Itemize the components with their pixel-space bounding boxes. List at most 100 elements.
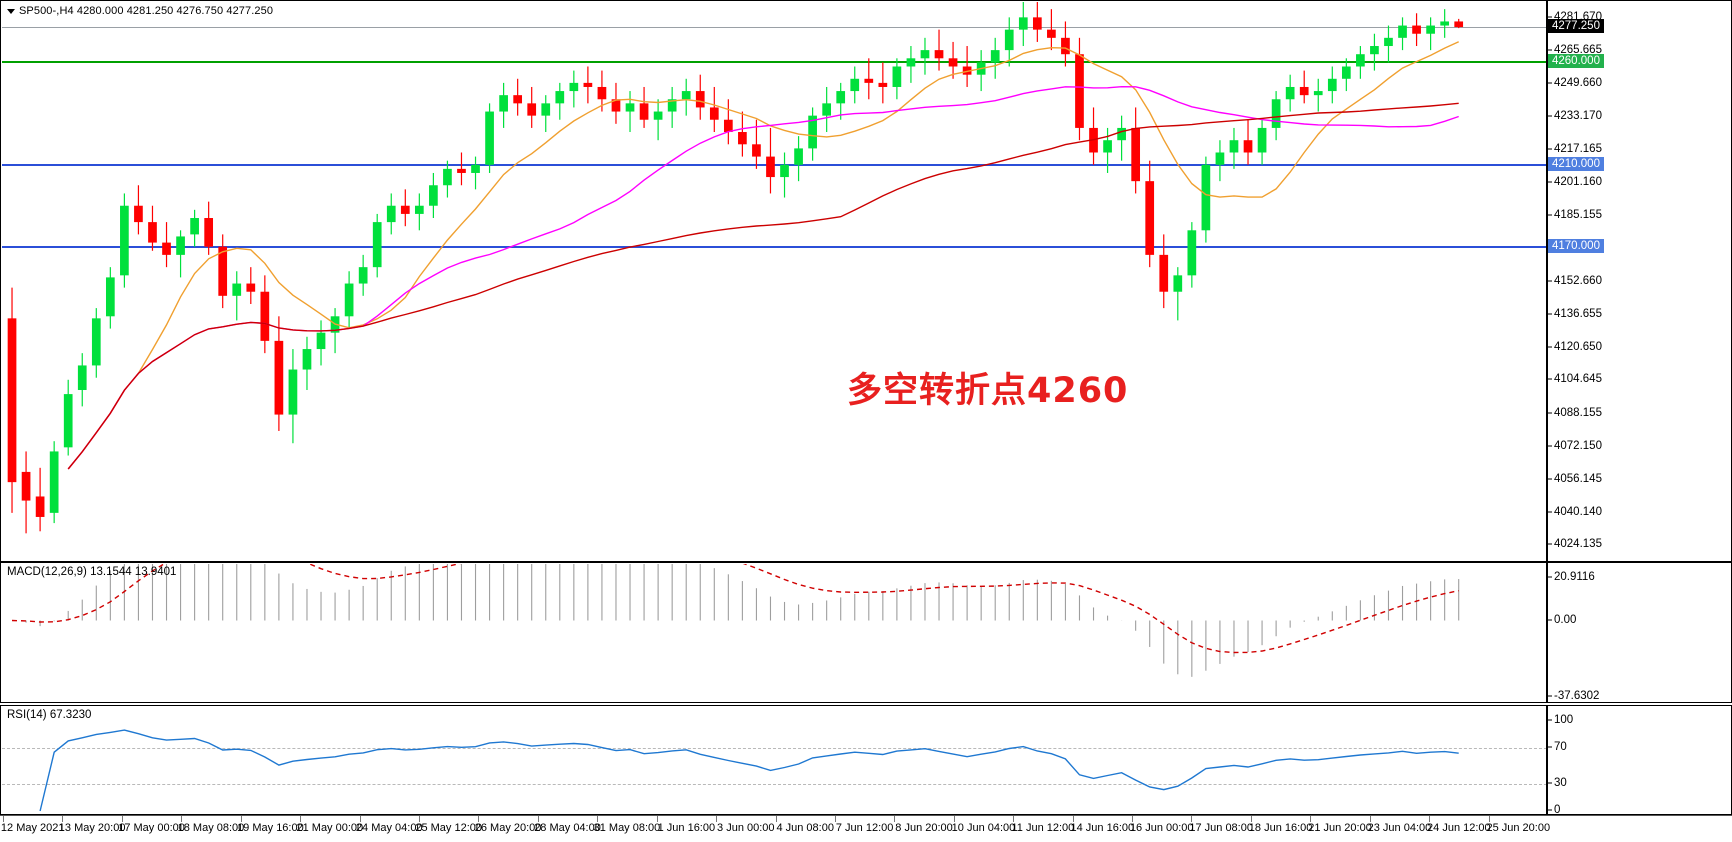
ma-red-line	[67, 102, 1459, 470]
rsi-plot-area[interactable]	[2, 707, 1547, 813]
macd-tick	[1547, 576, 1552, 578]
rsi-tick	[1547, 809, 1552, 811]
rsi-axis-line	[1546, 706, 1548, 814]
price-tag-4210-000[interactable]: 4210.000	[1548, 156, 1604, 171]
price-label: 4265.665	[1554, 43, 1602, 56]
macd-scale-label: 0.00	[1554, 613, 1577, 626]
rsi-scale[interactable]: 100 70 30 0	[1546, 706, 1731, 816]
time-separator	[1132, 816, 1134, 822]
time-separator	[121, 816, 123, 822]
macd-tick	[1547, 695, 1552, 697]
price-label: 4104.645	[1554, 373, 1602, 386]
time-separator	[656, 816, 658, 822]
time-label: 31 May 08:00	[593, 822, 661, 834]
price-label: 4056.145	[1554, 472, 1602, 485]
time-label: 25 Jun 20:00	[1486, 822, 1551, 834]
time-label: 17 May 00:00	[118, 822, 185, 834]
price-tick	[1547, 378, 1552, 380]
time-separator	[478, 816, 480, 822]
time-label: 17 Jun 08:00	[1189, 822, 1253, 834]
time-separator	[953, 816, 955, 822]
time-separator	[834, 816, 836, 822]
time-label: 21 Jun 20:00	[1308, 822, 1372, 834]
rsi-scale-label: 100	[1554, 714, 1574, 726]
price-label: 4136.655	[1554, 307, 1602, 320]
time-label: 28 May 04:00	[534, 822, 601, 834]
price-scale[interactable]: 4281.670 4265.665 4249.660 4233.170 4217.165…	[1546, 1, 1731, 561]
triangle-down-icon[interactable]	[7, 8, 15, 14]
rsi-scale-label: 0	[1554, 804, 1561, 816]
rsi-panel[interactable]: RSI(14) 67.3230 100 70 30 0	[0, 705, 1732, 816]
current-price-line	[2, 27, 1547, 29]
time-separator	[894, 816, 896, 822]
price-tick	[1547, 181, 1552, 183]
macd-label: MACD(12,26,9) 13.1544 13.9401	[7, 566, 177, 578]
macd-axis-line	[1546, 563, 1548, 702]
time-label: 18 May 08:00	[177, 822, 245, 834]
price-tick	[1547, 82, 1552, 84]
price-tick	[1547, 16, 1552, 18]
price-label: 4249.660	[1554, 76, 1602, 89]
time-separator	[1072, 816, 1074, 822]
macd-scale-label: -37.6302	[1554, 690, 1600, 702]
time-label: 16 Jun 00:00	[1129, 822, 1194, 834]
rsi-scale-label: 30	[1554, 777, 1567, 789]
rsi-band-30	[2, 784, 1547, 785]
time-label: 11 Jun 12:00	[1011, 822, 1075, 834]
time-label: 24 May 04:00	[355, 822, 423, 834]
price-label: 4072.150	[1554, 440, 1602, 453]
price-chart-panel[interactable]: SP500-,H4 4280.000 4281.250 4276.750 427…	[0, 0, 1732, 562]
price-label: 4233.170	[1554, 110, 1602, 123]
time-label: 18 Jun 16:00	[1248, 822, 1313, 834]
macd-plot-area[interactable]	[2, 564, 1547, 701]
resistance-level-4260	[2, 61, 1547, 64]
price-tag-4170-000[interactable]: 4170.000	[1548, 238, 1604, 253]
ma-magenta-line	[67, 85, 1459, 470]
time-label: 13 May 20:00	[58, 822, 126, 834]
time-separator	[1250, 816, 1252, 822]
time-separator	[1488, 816, 1490, 822]
price-tag-4277-250[interactable]: 4277.250	[1548, 19, 1604, 34]
price-tick	[1547, 214, 1552, 216]
rsi-tick	[1547, 719, 1552, 721]
time-label: 26 May 20:00	[474, 822, 542, 834]
price-plot-area[interactable]: 多空转折点4260	[2, 2, 1547, 560]
price-label: 4088.155	[1554, 407, 1602, 420]
time-label: 4 Jun 08:00	[776, 822, 834, 834]
time-separator	[716, 816, 718, 822]
moving-average-lines	[67, 41, 1459, 470]
macd-series	[11, 564, 1460, 677]
macd-scale[interactable]: 20.9116 0.00 -37.6302	[1546, 563, 1731, 702]
price-tag-4260-000[interactable]: 4260.000	[1548, 54, 1604, 69]
time-label: 3 Jun 00:00	[717, 822, 775, 834]
price-tick	[1547, 346, 1552, 348]
price-label: 4217.165	[1554, 143, 1602, 156]
price-tick	[1547, 543, 1552, 545]
chart-title-bar[interactable]: SP500-,H4 4280.000 4281.250 4276.750 427…	[7, 5, 273, 17]
time-separator	[3, 816, 4, 822]
price-tick	[1547, 115, 1552, 117]
macd-panel[interactable]: MACD(12,26,9) 13.1544 13.9401 20.9116 0.0…	[0, 562, 1732, 703]
rsi-band-70	[2, 748, 1547, 749]
time-separator	[300, 816, 302, 822]
time-label: 24 Jun 12:00	[1427, 822, 1491, 834]
rsi-scale-label: 70	[1554, 741, 1567, 753]
time-label: 10 Jun 04:00	[951, 822, 1016, 834]
price-tick	[1547, 511, 1552, 513]
time-separator	[537, 816, 539, 822]
time-label: 19 May 16:00	[237, 822, 304, 834]
ma-orange-line	[67, 41, 1459, 470]
time-label: 21 May 00:00	[296, 822, 364, 834]
time-label: 8 Jun 20:00	[895, 822, 953, 834]
rsi-series	[39, 729, 1459, 812]
price-tick	[1547, 313, 1552, 315]
time-label: 14 Jun 16:00	[1070, 822, 1135, 834]
time-separator	[418, 816, 420, 822]
rsi-tick	[1547, 782, 1552, 784]
macd-tick	[1547, 619, 1552, 620]
rsi-label: RSI(14) 67.3230	[7, 709, 92, 721]
price-label: 4040.140	[1554, 505, 1602, 518]
time-axis[interactable]: 12 May 2021 13 May 20:00 17 May 00:00 18 Ma…	[0, 815, 1732, 842]
price-label: 4201.160	[1554, 175, 1602, 188]
